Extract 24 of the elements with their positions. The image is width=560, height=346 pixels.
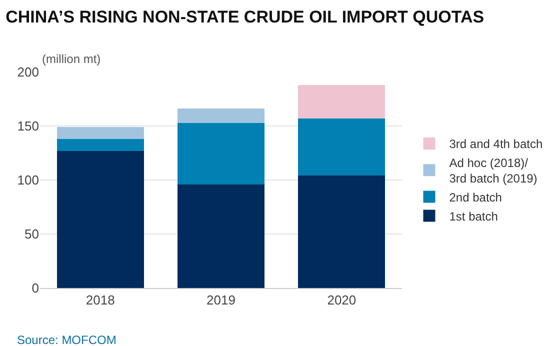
legend-label: 2nd batch xyxy=(449,190,502,204)
legend-label: 3rd and 4th batch xyxy=(449,137,543,152)
x-tick-label: 2018 xyxy=(86,292,115,308)
y-axis-title: (million mt) xyxy=(42,52,101,66)
y-tick-label: 50 xyxy=(24,226,39,242)
bar xyxy=(298,176,386,288)
bar xyxy=(298,118,386,176)
y-tick-label: 0 xyxy=(32,280,39,296)
bar xyxy=(56,127,144,139)
legend-label: 1st batch xyxy=(449,209,498,224)
chart-title: CHINA’S RISING NON-STATE CRUDE OIL IMPORT QUOTAS xyxy=(6,7,484,26)
bar xyxy=(56,150,144,288)
y-tick-label: 200 xyxy=(17,64,39,80)
x-tick-label: 2019 xyxy=(206,292,236,308)
bar xyxy=(178,184,264,288)
legend-label: Ad hoc (2018)/ 3rd batch (2019) xyxy=(449,156,538,186)
y-tick-label: 100 xyxy=(17,172,39,188)
source-note: Source: MOFCOM xyxy=(17,333,116,346)
y-tick-label: 150 xyxy=(17,118,39,134)
bar xyxy=(56,138,144,151)
bar xyxy=(178,122,264,184)
bar xyxy=(298,84,386,118)
bar xyxy=(178,108,264,123)
x-tick-label: 2020 xyxy=(327,292,356,308)
